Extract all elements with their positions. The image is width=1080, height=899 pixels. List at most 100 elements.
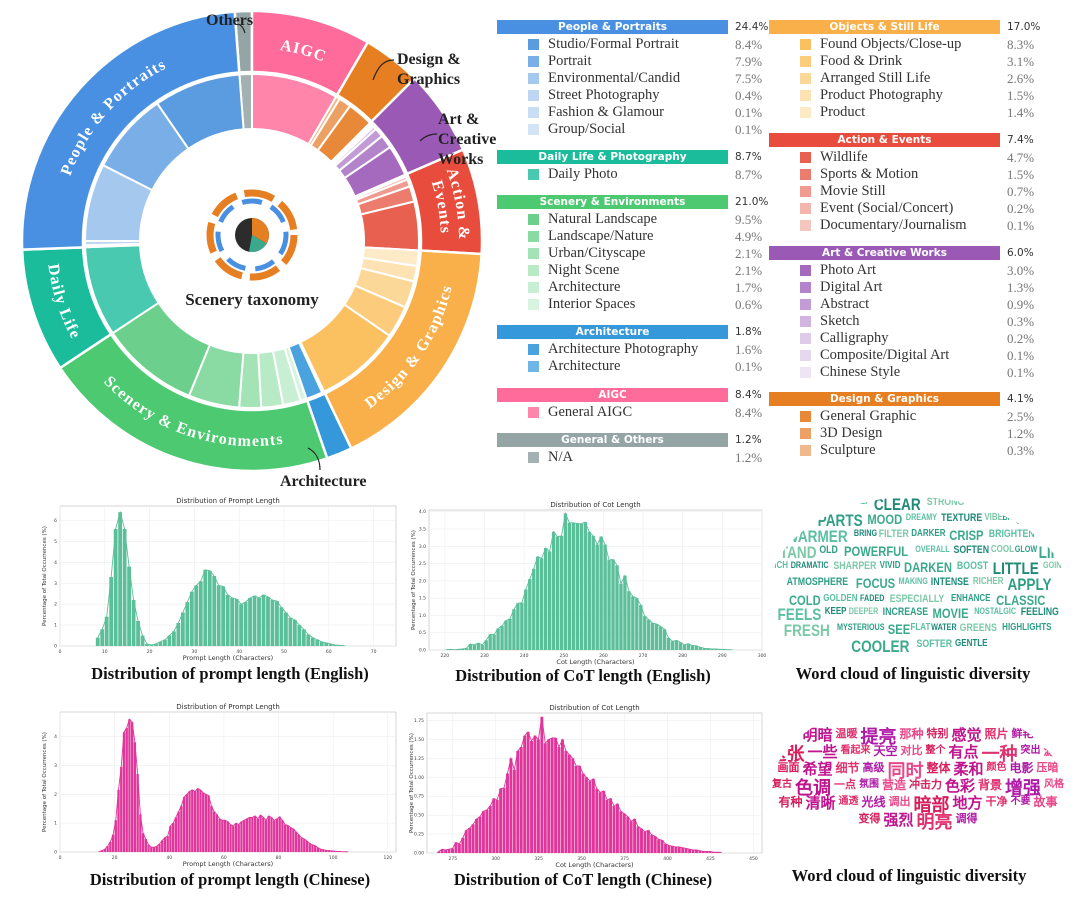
legend-swatch — [800, 39, 811, 50]
histogram-bar — [248, 597, 252, 646]
word-cloud-word: SUNSET — [1015, 510, 1062, 527]
histogram-bar — [457, 843, 461, 853]
histogram-bar — [567, 754, 571, 853]
word-cloud-word: 照片 — [984, 726, 1009, 741]
legend-item-percent: 0.2% — [1007, 201, 1035, 216]
histogram-bar — [172, 823, 175, 852]
histogram-bar — [619, 583, 623, 650]
legend-item-fashion-glamour: Fashion & Glamour — [548, 104, 664, 120]
legend-swatch — [800, 350, 811, 361]
legend-swatch — [528, 124, 539, 135]
histogram-bar — [623, 575, 627, 650]
histogram-bar — [609, 798, 613, 853]
x-tick-label: 250 — [559, 653, 568, 659]
x-tick-label: 60 — [326, 649, 332, 655]
legend-item-percent: 0.1% — [1007, 218, 1035, 233]
word-cloud-word: WARMER — [786, 527, 849, 546]
legend-item-percent: 3.0% — [1007, 263, 1035, 278]
y-tick-label: 0.5 — [419, 630, 426, 636]
legend-item-general-aigc: General AIGC — [548, 404, 633, 420]
histogram-bar — [216, 585, 221, 646]
legend-item-wildlife: Wildlife — [820, 149, 868, 165]
word-cloud-word: 这张 — [768, 743, 805, 764]
histogram-bar — [286, 825, 290, 852]
word-cloud-word: 不要 — [1010, 796, 1031, 808]
histogram-bar — [579, 523, 584, 650]
histogram-bar — [701, 851, 705, 853]
histogram-prompt-chinese: 0 20 40 60 80 100 120 0 1 2 3 4 Distribution of Prom… — [42, 703, 397, 868]
histogram-bar — [650, 834, 654, 853]
legend-item-percent: 1.3% — [1007, 280, 1035, 295]
histogram-bar — [185, 602, 190, 646]
x-tick-label: 100 — [329, 855, 338, 861]
histogram-bar — [95, 637, 100, 646]
x-tick-label: 70 — [371, 649, 377, 655]
histogram-bar — [532, 568, 536, 650]
histogram-bar — [674, 846, 678, 853]
legend-header-percent: 4.1% — [1007, 393, 1034, 405]
legend-header-percent: 17.0% — [1007, 21, 1041, 33]
histogram-bar — [264, 820, 268, 852]
word-cloud-word: 故事 — [1033, 795, 1058, 810]
histogram-bar — [444, 849, 448, 853]
histogram-bar — [221, 586, 226, 646]
histogram-bar — [588, 781, 592, 853]
legend-item-percent: 1.2% — [735, 450, 763, 465]
word-cloud-word: CLASSIC — [996, 591, 1046, 608]
histogram-bar — [694, 645, 698, 650]
word-cloud-chinese: 质感 明暗 温暖 提亮 那种 特别 感觉 照片 鲜艳 想要 这张 一些 看起来 天空 对比 整个 有点 一种 突出滤… — [768, 700, 1068, 860]
legend-header-art-creative-works: Art & Creative Works — [769, 246, 1000, 260]
y-tick-label: 3 — [54, 763, 57, 769]
x-tick-label: 40 — [236, 649, 242, 655]
histogram-bar — [646, 830, 650, 853]
histogram-bar — [279, 607, 284, 646]
inner-segment-studio-formal-portrait — [155, 73, 245, 151]
histogram-bar — [180, 805, 183, 852]
callout-art-creative: Art & Creative Works — [438, 110, 496, 170]
legend-swatch — [800, 203, 811, 214]
y-tick-label: 3.5 — [419, 527, 426, 533]
histogram-bar — [330, 850, 333, 852]
legend-item-percent: 0.3% — [1007, 314, 1035, 329]
histogram-bar — [615, 803, 619, 853]
word-cloud-word: HIGH — [1014, 497, 1043, 511]
histogram-bar — [495, 800, 499, 853]
histogram-bar — [635, 598, 639, 650]
histogram-bar — [316, 847, 320, 852]
histogram-bar — [563, 513, 568, 650]
histogram-bar — [528, 579, 532, 650]
word-cloud-word: 一些 — [807, 743, 838, 761]
x-tick-label: 300 — [491, 856, 500, 862]
histogram-bar — [288, 617, 293, 646]
histogram-bar — [472, 644, 476, 650]
histogram-bar — [223, 820, 227, 852]
histogram-bar — [328, 643, 333, 646]
word-cloud-word: 氛围 — [858, 779, 879, 790]
legend-item-percent: 1.5% — [1007, 88, 1035, 103]
x-axis-label: Cot Length (Characters) — [555, 861, 633, 869]
legend-header-percent: 7.4% — [1007, 134, 1034, 146]
word-cloud-word: 风格 — [1044, 779, 1065, 790]
x-tick-label: 425 — [706, 856, 715, 862]
y-tick-label: 0 — [54, 644, 57, 650]
histogram-bar — [540, 558, 544, 650]
legend-swatch — [800, 265, 811, 276]
histogram-bar — [300, 837, 303, 852]
word-cloud-word: 明暗 — [802, 726, 833, 744]
word-cloud-word: 调得 — [955, 813, 978, 826]
histogram-bar — [149, 644, 154, 646]
word-cloud-word: 整个 — [925, 744, 946, 756]
histogram-bar — [690, 645, 695, 650]
word-cloud-word: 调出 — [888, 796, 911, 809]
legend-item-sports-motion: Sports & Motion — [820, 166, 919, 182]
histogram-bar — [519, 747, 523, 853]
x-tick-label: 20 — [112, 855, 118, 861]
word-cloud-word: MYSTERIOUS — [836, 622, 885, 632]
word-cloud-word: AREAS — [806, 497, 846, 511]
histogram-bar — [631, 596, 635, 650]
legend-item-percent: 0.3% — [1007, 443, 1035, 458]
word-cloud-word: 通透 — [838, 796, 859, 808]
callout-line: Design & — [397, 51, 461, 68]
histogram-bar — [297, 625, 302, 646]
